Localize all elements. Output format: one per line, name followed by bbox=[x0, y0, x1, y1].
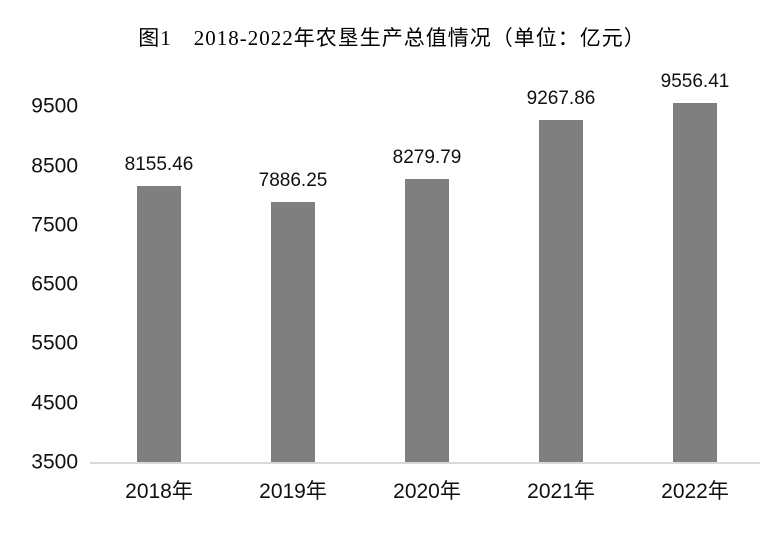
data-label-2022年: 9556.41 bbox=[660, 70, 730, 92]
y-tick-label-4500: 4500 bbox=[31, 391, 78, 415]
y-tick-label-3500: 3500 bbox=[31, 450, 78, 474]
data-label-2021年: 9267.86 bbox=[526, 87, 596, 109]
bar-2020年 bbox=[405, 178, 449, 462]
x-axis-label-2021年: 2021年 bbox=[527, 480, 595, 503]
bar-2019年 bbox=[271, 201, 315, 462]
data-label-2020年: 8279.79 bbox=[392, 146, 462, 168]
y-tick-label-8500: 8500 bbox=[31, 154, 78, 177]
x-axis-label-2022年: 2022年 bbox=[661, 480, 729, 503]
x-axis-label-2019年: 2019年 bbox=[259, 480, 327, 503]
bar-2018年 bbox=[137, 185, 181, 462]
data-label-2018年: 8155.46 bbox=[124, 153, 194, 175]
y-tick-label-6500: 6500 bbox=[31, 272, 78, 296]
y-tick-label-9500: 9500 bbox=[31, 94, 78, 118]
x-axis-line bbox=[90, 462, 760, 464]
x-axis-label-2020年: 2020年 bbox=[393, 480, 461, 503]
bar-2021年 bbox=[539, 119, 583, 462]
x-axis-label-2018年: 2018年 bbox=[125, 480, 193, 503]
bar-2022年 bbox=[673, 102, 717, 462]
data-label-2019年: 7886.25 bbox=[258, 169, 328, 191]
y-tick-label-7500: 7500 bbox=[31, 213, 78, 237]
y-tick-label-5500: 5500 bbox=[31, 331, 78, 355]
chart-title: 图1 2018-2022年农垦生产总值情况（单位：亿元） bbox=[138, 26, 646, 50]
